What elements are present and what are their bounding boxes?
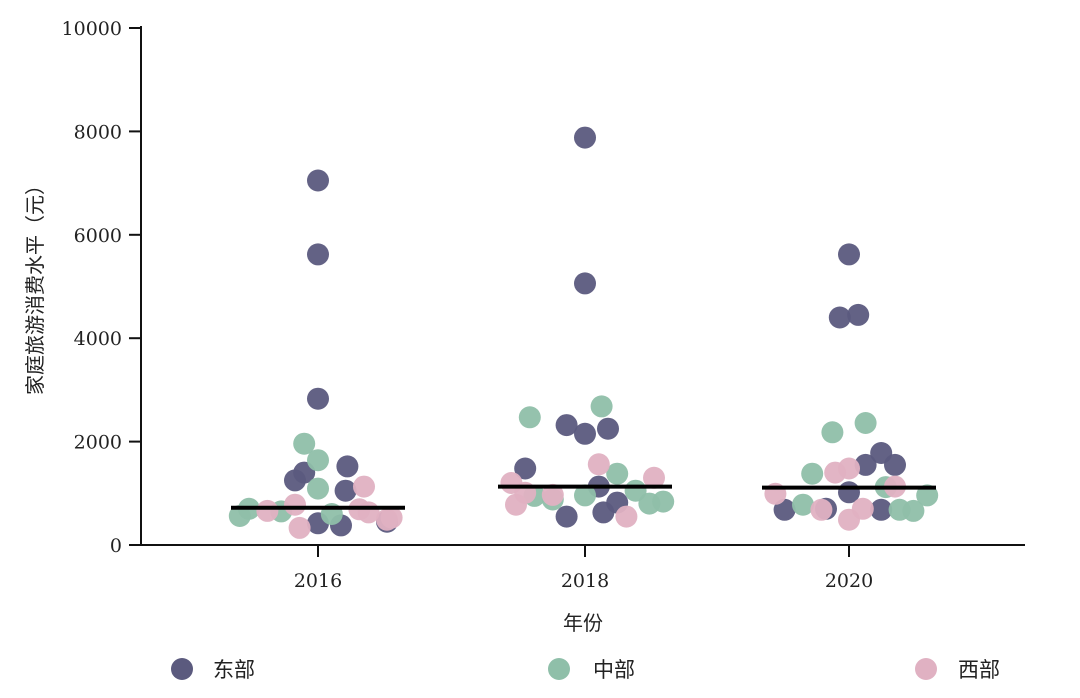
- data-point-1: [336, 455, 359, 478]
- y-tick-label: 2000: [74, 432, 122, 454]
- data-point-2: [574, 484, 596, 507]
- data-point-1: [854, 453, 877, 476]
- legend-label: 东部: [213, 658, 255, 682]
- data-point-1: [555, 505, 578, 528]
- data-points: [228, 126, 939, 539]
- x-tick-label: 2016: [294, 570, 342, 592]
- data-point-2: [821, 421, 844, 444]
- data-point-1: [870, 498, 893, 521]
- legend-label: 中部: [593, 658, 635, 682]
- data-point-3: [587, 453, 610, 476]
- data-point-3: [353, 475, 375, 498]
- data-point-1: [514, 457, 537, 480]
- data-point-1: [847, 303, 870, 326]
- y-ticks: 0 2000 4000 6000 8000 10000: [62, 18, 141, 557]
- median-lines: [231, 484, 936, 510]
- data-point-3: [541, 483, 564, 506]
- x-axis: 2016 2018 2020: [141, 544, 1025, 592]
- data-point-3: [810, 498, 833, 521]
- data-point-2: [307, 477, 329, 500]
- data-point-3: [851, 497, 874, 520]
- x-tick-label: 2020: [825, 570, 873, 592]
- data-point-2: [293, 432, 316, 455]
- legend: 东部 中部 西部: [171, 658, 1000, 682]
- data-point-1: [307, 169, 329, 192]
- x-ticks: 2016 2018 2020: [294, 545, 873, 592]
- legend-marker: [915, 658, 937, 680]
- data-point-1: [884, 453, 906, 476]
- legend-marker: [548, 658, 570, 680]
- data-point-1: [307, 243, 329, 266]
- data-point-1: [334, 479, 357, 502]
- data-point-1: [574, 422, 596, 445]
- data-point-2: [590, 395, 613, 418]
- data-point-3: [284, 493, 306, 516]
- data-point-1: [307, 387, 329, 410]
- data-point-2: [606, 462, 629, 485]
- y-tick-label: 0: [110, 535, 122, 557]
- x-axis-title: 年份: [563, 611, 603, 635]
- data-point-1: [597, 417, 619, 440]
- data-point-1: [555, 414, 578, 437]
- y-axis-title: 家庭旅游消费水平（元）: [23, 175, 47, 395]
- data-point-3: [256, 499, 279, 522]
- data-point-2: [902, 499, 925, 522]
- data-point-1: [828, 306, 851, 329]
- data-point-1: [574, 126, 596, 149]
- data-point-2: [854, 412, 877, 434]
- data-point-1: [773, 498, 796, 521]
- y-axis: 0 2000 4000 6000 8000 10000: [62, 18, 142, 557]
- data-point-1: [574, 272, 596, 295]
- data-point-2: [792, 493, 814, 516]
- legend-marker: [171, 658, 193, 680]
- data-point-3: [380, 506, 403, 529]
- data-point-3: [288, 516, 311, 539]
- data-point-2: [916, 484, 939, 507]
- data-point-2: [801, 462, 824, 485]
- data-point-3: [838, 457, 860, 480]
- data-point-2: [307, 449, 329, 472]
- data-point-2: [518, 406, 541, 429]
- y-tick-label: 10000: [62, 18, 122, 40]
- data-point-2: [652, 490, 675, 513]
- data-point-3: [643, 466, 665, 489]
- y-tick-label: 4000: [74, 328, 122, 350]
- y-tick-label: 8000: [74, 121, 122, 143]
- data-point-1: [838, 243, 860, 266]
- x-tick-label: 2018: [561, 570, 609, 592]
- legend-label: 西部: [958, 658, 1000, 682]
- data-point-3: [615, 505, 638, 528]
- y-tick-label: 6000: [74, 225, 122, 247]
